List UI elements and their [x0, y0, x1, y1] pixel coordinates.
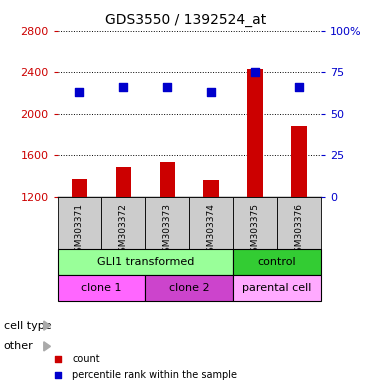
Text: clone 2: clone 2	[169, 283, 210, 293]
Point	[55, 356, 60, 362]
Text: GSM303371: GSM303371	[75, 203, 84, 258]
Text: GSM303376: GSM303376	[295, 203, 303, 258]
Text: GSM303374: GSM303374	[207, 203, 216, 258]
Polygon shape	[44, 342, 50, 351]
Text: GLI1 transformed: GLI1 transformed	[96, 257, 194, 267]
Bar	[58, 197, 101, 249]
Text: other: other	[4, 341, 33, 351]
Bar	[160, 162, 175, 197]
Bar	[247, 69, 263, 197]
Point	[252, 69, 258, 75]
Text: control: control	[258, 257, 296, 267]
Text: percentile rank within the sample: percentile rank within the sample	[72, 370, 237, 380]
Bar	[233, 249, 321, 275]
Text: GDS3550 / 1392524_at: GDS3550 / 1392524_at	[105, 13, 266, 27]
Point	[208, 89, 214, 95]
Bar	[72, 179, 87, 197]
Text: GSM303373: GSM303373	[163, 203, 172, 258]
Point	[76, 89, 82, 95]
Text: GSM303372: GSM303372	[119, 203, 128, 258]
Text: parental cell: parental cell	[242, 283, 312, 293]
Bar	[58, 249, 233, 275]
Text: cell type: cell type	[4, 321, 51, 331]
Polygon shape	[44, 321, 50, 330]
Bar	[145, 275, 233, 301]
Point	[55, 372, 60, 378]
Point	[121, 84, 127, 90]
Bar	[277, 197, 321, 249]
Bar	[291, 126, 307, 197]
Bar	[58, 275, 145, 301]
Bar	[203, 180, 219, 197]
Bar	[233, 275, 321, 301]
Point	[296, 84, 302, 90]
Text: count: count	[72, 354, 100, 364]
Bar	[101, 197, 145, 249]
Bar	[189, 197, 233, 249]
Bar	[233, 197, 277, 249]
Text: GSM303375: GSM303375	[250, 203, 260, 258]
Bar	[145, 197, 189, 249]
Bar	[116, 167, 131, 197]
Point	[164, 84, 170, 90]
Text: clone 1: clone 1	[81, 283, 122, 293]
